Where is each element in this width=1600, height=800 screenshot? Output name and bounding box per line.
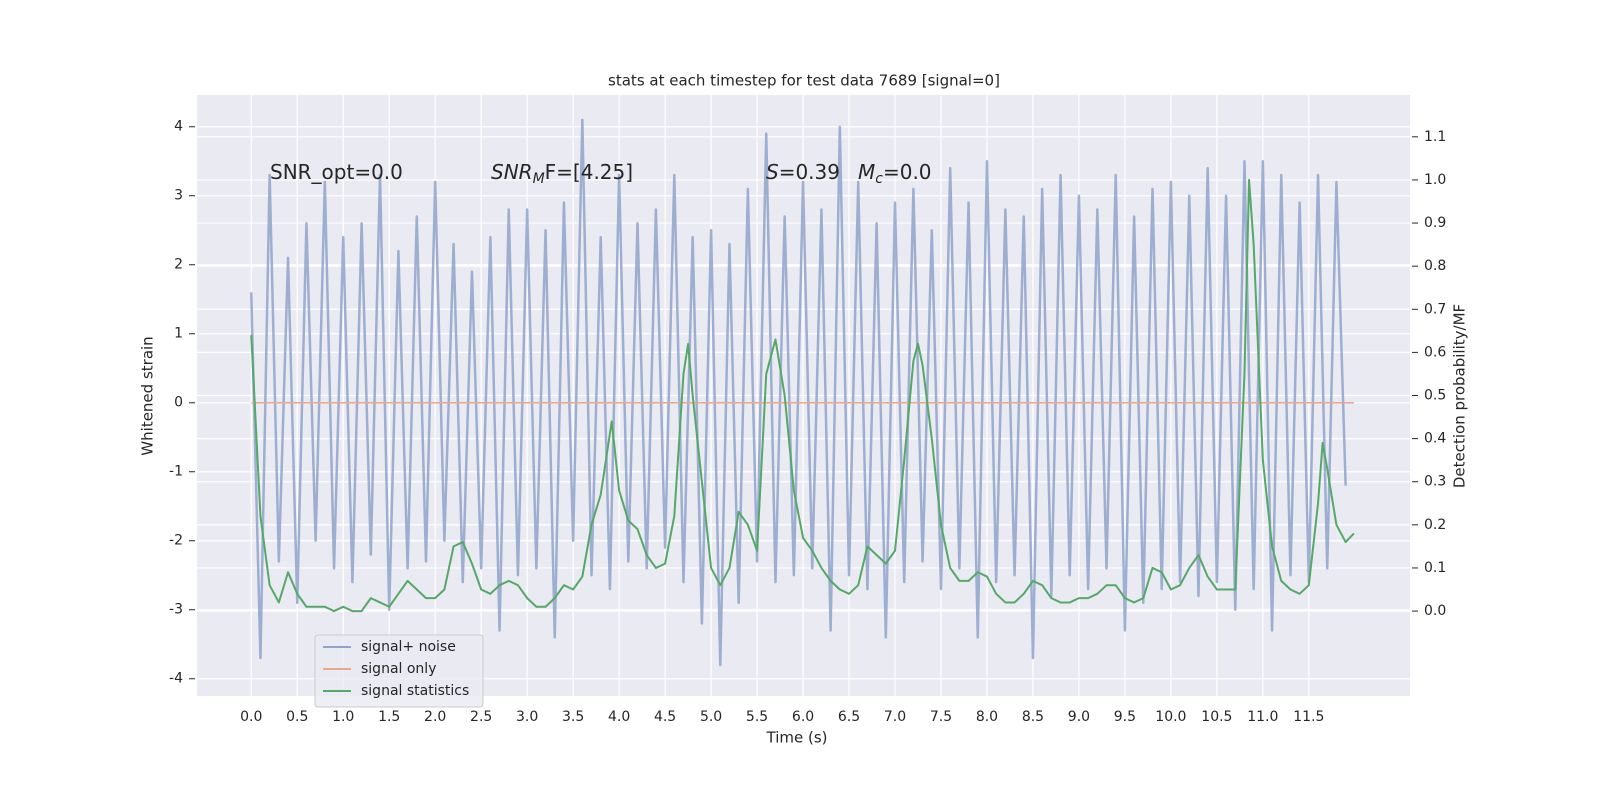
y-tick-label: -2 bbox=[169, 533, 183, 549]
x-tick-label: 2.0 bbox=[424, 709, 446, 725]
annotation: SNRMF=[4.25] bbox=[491, 160, 633, 188]
legend-label: signal only bbox=[361, 661, 436, 677]
x-tick-label: 5.0 bbox=[700, 709, 722, 725]
y2-tick-label: 0.9 bbox=[1424, 215, 1446, 231]
x-tick-label: 7.0 bbox=[884, 709, 906, 725]
x-tick-label: 3.0 bbox=[516, 709, 538, 725]
annotation: S=0.39 bbox=[766, 160, 840, 184]
y2-tick-label: 0.3 bbox=[1424, 474, 1446, 490]
series-line bbox=[250, 178, 1355, 613]
x-tick-label: 0.0 bbox=[240, 709, 262, 725]
legend-label: signal statistics bbox=[361, 683, 469, 699]
annotation-subscript: M bbox=[533, 171, 545, 187]
annotation-symbol: SNR bbox=[491, 160, 533, 184]
x-tick-label: 8.5 bbox=[1022, 709, 1044, 725]
y2-tick-label: 1.0 bbox=[1424, 172, 1446, 188]
y-tick-label: 3 bbox=[174, 188, 183, 204]
annotation-symbol: M bbox=[858, 160, 875, 184]
y2-tick-label: 1.1 bbox=[1424, 129, 1446, 145]
y-tick-label: -3 bbox=[169, 602, 183, 618]
y-tick-label: 2 bbox=[174, 257, 183, 273]
legend: signal+ noise signal only signal statistic… bbox=[314, 634, 484, 708]
y2-tick-label: 0.1 bbox=[1424, 560, 1446, 576]
x-tick-label: 4.0 bbox=[608, 709, 630, 725]
annotation-value: =0.39 bbox=[779, 160, 840, 184]
x-tick-label: 9.0 bbox=[1068, 709, 1090, 725]
annotation-value: =0.0 bbox=[883, 160, 932, 184]
y2-tick-label: 0.4 bbox=[1424, 431, 1446, 447]
x-tick-label: 5.5 bbox=[746, 709, 768, 725]
x-tick-label: 1.0 bbox=[332, 709, 354, 725]
x-tick-label: 11.5 bbox=[1293, 709, 1324, 725]
y2-tick-label: 0.2 bbox=[1424, 517, 1446, 533]
y2-axis-label: Detection probability/MF bbox=[1451, 304, 1469, 488]
annotation-subscript: c bbox=[875, 171, 883, 187]
x-tick-label: 11.0 bbox=[1247, 709, 1278, 725]
chart-title: stats at each timestep for test data 768… bbox=[608, 72, 1000, 90]
annotation-symbol: S bbox=[766, 160, 779, 184]
y-tick-label: -1 bbox=[169, 464, 183, 480]
y2-tick-label: 0.6 bbox=[1424, 344, 1446, 360]
y-tick-label: -4 bbox=[169, 671, 183, 687]
x-tick-label: 6.0 bbox=[792, 709, 814, 725]
series-line bbox=[250, 118, 1347, 667]
x-tick-label: 8.0 bbox=[976, 709, 998, 725]
x-tick-label: 1.5 bbox=[378, 709, 400, 725]
x-tick-label: 10.0 bbox=[1155, 709, 1186, 725]
x-tick-label: 10.5 bbox=[1201, 709, 1232, 725]
legend-box bbox=[314, 634, 484, 708]
annotation: SNR_opt=0.0 bbox=[270, 160, 403, 184]
y2-tick-label: 0.7 bbox=[1424, 301, 1446, 317]
y-tick-label: 0 bbox=[174, 395, 183, 411]
x-tick-label: 0.5 bbox=[286, 709, 308, 725]
annotation: Mc=0.0 bbox=[858, 160, 932, 188]
x-tick-label: 7.5 bbox=[930, 709, 952, 725]
legend-label: signal+ noise bbox=[361, 639, 456, 655]
x-tick-label: 4.5 bbox=[654, 709, 676, 725]
y2-tick-label: 0.5 bbox=[1424, 388, 1446, 404]
y-tick-label: 4 bbox=[174, 119, 183, 135]
y-tick-label: 1 bbox=[174, 326, 183, 342]
y2-tick-label: 0.0 bbox=[1424, 603, 1446, 619]
annotation-text: SNR_opt=0.0 bbox=[270, 160, 403, 184]
x-tick-label: 2.5 bbox=[470, 709, 492, 725]
y2-tick-label: 0.8 bbox=[1424, 258, 1446, 274]
x-tick-label: 6.5 bbox=[838, 709, 860, 725]
annotation-value: F=[4.25] bbox=[545, 160, 633, 184]
y-axis-label: Whitened strain bbox=[139, 336, 157, 455]
x-tick-label: 9.5 bbox=[1114, 709, 1136, 725]
x-axis-label: Time (s) bbox=[766, 729, 828, 747]
x-tick-label: 3.5 bbox=[562, 709, 584, 725]
